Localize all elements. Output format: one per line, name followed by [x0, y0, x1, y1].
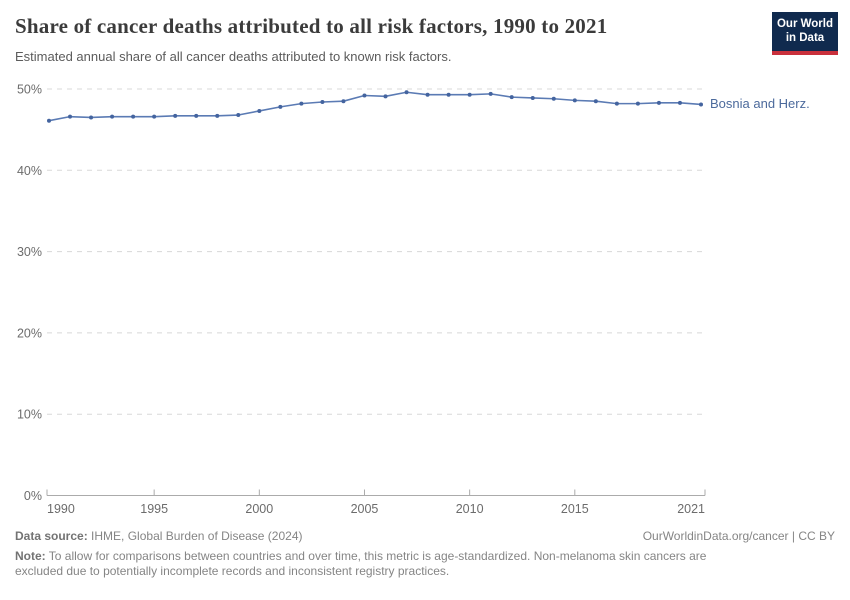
svg-text:10%: 10%: [17, 408, 42, 422]
svg-text:1990: 1990: [47, 502, 75, 516]
footer-attribution[interactable]: OurWorldinData.org/cancer | CC BY: [642, 529, 835, 543]
svg-text:30%: 30%: [17, 245, 42, 259]
footer-datasource: Data source: IHME, Global Burden of Dise…: [15, 529, 302, 543]
page-subtitle: Estimated annual share of all cancer dea…: [15, 49, 452, 64]
note-text: To allow for comparisons between countri…: [15, 549, 707, 578]
svg-text:20%: 20%: [17, 326, 42, 340]
note-label: Note:: [15, 549, 46, 563]
svg-text:2010: 2010: [456, 502, 484, 516]
svg-text:2015: 2015: [561, 502, 589, 516]
owid-logo-line2: in Data: [785, 31, 825, 44]
chart-footer: Data source: IHME, Global Burden of Dise…: [15, 529, 835, 579]
owid-logo[interactable]: Our World in Data: [772, 12, 838, 55]
svg-text:1995: 1995: [140, 502, 168, 516]
footer-note: Note: To allow for comparisons between c…: [15, 549, 727, 579]
datasource-label: Data source:: [15, 529, 88, 543]
datasource-value: IHME, Global Burden of Disease (2024): [91, 529, 303, 543]
svg-text:40%: 40%: [17, 164, 42, 178]
svg-text:50%: 50%: [17, 83, 42, 97]
svg-text:2005: 2005: [351, 502, 379, 516]
series-label: Bosnia and Herz.: [710, 96, 810, 112]
page-title: Share of cancer deaths attributed to all…: [15, 14, 608, 38]
svg-text:2000: 2000: [245, 502, 273, 516]
owid-logo-line1: Our World: [776, 18, 833, 30]
svg-text:0%: 0%: [24, 489, 42, 503]
svg-text:2021: 2021: [677, 502, 705, 516]
